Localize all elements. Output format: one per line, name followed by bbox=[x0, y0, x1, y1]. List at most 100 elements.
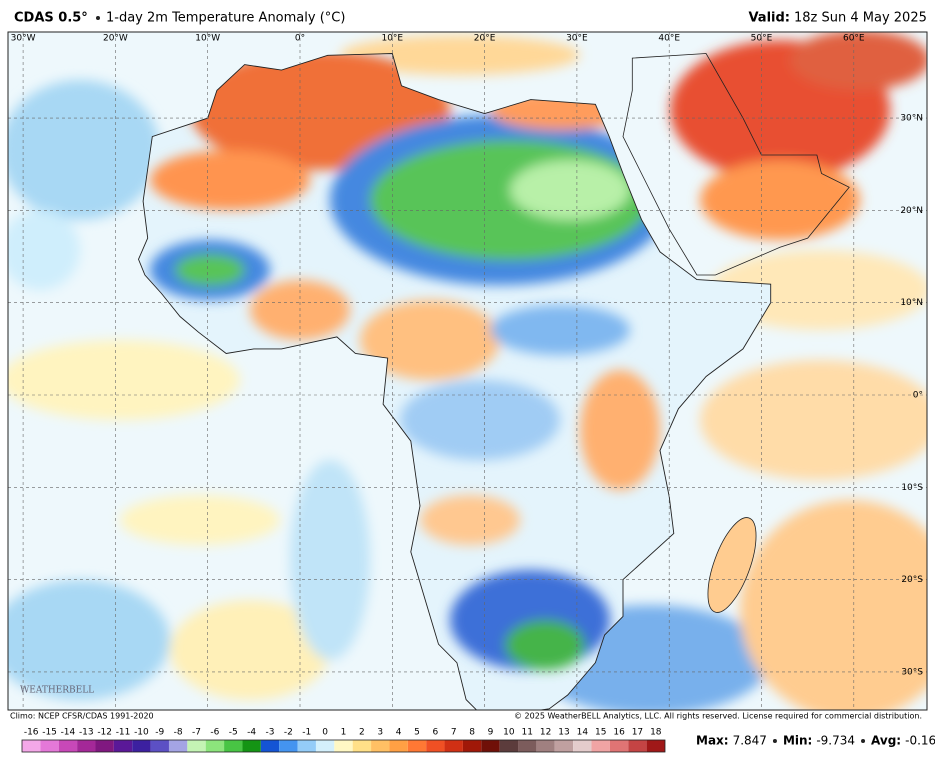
separator bbox=[772, 739, 777, 743]
lat-label: 10°N bbox=[900, 298, 923, 308]
stat-label: Avg: bbox=[871, 734, 901, 748]
ocean-anomaly bbox=[8, 32, 927, 710]
colorbar-swatch bbox=[187, 740, 206, 752]
lon-label: 20°E bbox=[474, 34, 496, 44]
title: 1-day 2m Temperature Anomaly (°C) bbox=[106, 11, 345, 26]
colorbar-label: -13 bbox=[79, 728, 94, 738]
stat-label: Min: bbox=[783, 734, 812, 748]
separator bbox=[96, 16, 100, 20]
colorbar-swatch bbox=[58, 740, 78, 752]
colorbar-swatch bbox=[95, 740, 114, 752]
colorbar-swatch bbox=[279, 740, 298, 752]
colorbar-swatch bbox=[554, 740, 574, 752]
lon-label: 0° bbox=[295, 34, 305, 44]
separator bbox=[861, 739, 866, 743]
colorbar-label: -3 bbox=[266, 728, 275, 738]
stat-value: 7.847 bbox=[733, 734, 767, 748]
colorbar-swatch bbox=[407, 740, 427, 752]
colorbar-label: 5 bbox=[414, 728, 420, 738]
colorbar-label: 2 bbox=[359, 728, 365, 738]
land-anomaly bbox=[150, 53, 670, 670]
colorbar-swatch bbox=[168, 740, 188, 752]
colorbar-label: 6 bbox=[432, 728, 438, 738]
colorbar-swatch bbox=[315, 740, 335, 752]
colorbar-label: 3 bbox=[377, 728, 383, 738]
colorbar-label: 13 bbox=[558, 728, 569, 738]
colorbar-swatch bbox=[628, 740, 647, 752]
colorbar-label: 15 bbox=[595, 728, 606, 738]
colorbar-label: 0 bbox=[322, 728, 328, 738]
colorbar-label: 14 bbox=[577, 728, 589, 738]
stat-value: -9.734 bbox=[816, 734, 855, 748]
copyright: © 2025 WeatherBELL Analytics, LLC. All r… bbox=[514, 712, 922, 721]
lon-label: 30°E bbox=[566, 34, 588, 44]
colorbar-label: -16 bbox=[24, 728, 39, 738]
colorbar-swatch bbox=[150, 740, 169, 752]
colorbar-swatch bbox=[389, 740, 408, 752]
colorbar-swatch bbox=[22, 740, 41, 752]
colorbar-label: 7 bbox=[451, 728, 457, 738]
colorbar-label: -9 bbox=[155, 728, 164, 738]
colorbar-label: 10 bbox=[503, 728, 515, 738]
colorbar-label: -4 bbox=[247, 728, 256, 738]
lon-label: 10°E bbox=[381, 34, 403, 44]
colorbar-label: -6 bbox=[210, 728, 219, 738]
map: 30°W 20°W 10°W 0° 10°E 20°E 30°E 40°E 50°E 60°E 30… bbox=[8, 32, 927, 710]
colorbar-swatch bbox=[132, 740, 151, 752]
lat-label: 0° bbox=[913, 391, 923, 401]
stat-label: Max: bbox=[696, 734, 729, 748]
stat-value: -0.163 bbox=[905, 734, 935, 748]
valid-label: Valid: bbox=[748, 11, 790, 26]
lon-label: 50°E bbox=[751, 34, 773, 44]
colorbar-swatch bbox=[352, 740, 372, 752]
colorbar-swatch bbox=[371, 740, 390, 752]
climo: Climo: NCEP CFSR/CDAS 1991-2020 bbox=[10, 712, 154, 721]
colorbar-label: -2 bbox=[284, 728, 293, 738]
lat-label: 20°S bbox=[901, 575, 923, 585]
map-frame bbox=[7, 31, 928, 711]
madagascar bbox=[707, 517, 757, 613]
colorbar-swatch bbox=[591, 740, 610, 752]
colorbar: -16 -15 -14 -13 -12 -11 -10 -9 -8 -7 -6 -5 -4 -3 -2 -1 0… bbox=[21, 728, 666, 753]
colorbar-label: 11 bbox=[521, 728, 532, 738]
lon-label: 30°W bbox=[11, 34, 36, 44]
lat-label: 20°N bbox=[900, 206, 923, 216]
colorbar-swatch bbox=[536, 740, 555, 752]
colorbar-swatch bbox=[518, 740, 537, 752]
colorbar-swatch bbox=[609, 740, 629, 752]
valid-time: 18z Sun 4 May 2025 bbox=[794, 11, 927, 26]
colorbar-swatch bbox=[426, 740, 445, 752]
lon-label: 10°W bbox=[195, 34, 220, 44]
coastline bbox=[622, 53, 850, 276]
colorbar-swatch bbox=[462, 740, 482, 752]
colorbar-label: 12 bbox=[540, 728, 551, 738]
colorbar-label: 18 bbox=[650, 728, 662, 738]
colorbar-swatch bbox=[205, 740, 225, 752]
lon-label: 20°W bbox=[103, 34, 128, 44]
colorbar-label: -10 bbox=[134, 728, 149, 738]
colorbar-label: -7 bbox=[192, 728, 201, 738]
stats: Max: 7.847 Min: -9.734 Avg: -0.163 bbox=[696, 734, 935, 748]
colorbar-swatch bbox=[444, 740, 463, 752]
lat-label: 30°N bbox=[900, 114, 923, 124]
colorbar-swatch bbox=[224, 740, 243, 752]
colorbar-label: -1 bbox=[302, 728, 311, 738]
colorbar-swatch bbox=[646, 740, 665, 752]
colorbar-swatch bbox=[113, 740, 133, 752]
colorbar-label: -14 bbox=[61, 728, 76, 738]
colorbar-label: 9 bbox=[488, 728, 494, 738]
colorbar-label: 17 bbox=[632, 728, 643, 738]
lon-label: 60°E bbox=[843, 34, 865, 44]
colorbar-label: -5 bbox=[229, 728, 238, 738]
colorbar-swatch bbox=[40, 740, 59, 752]
lat-label: 10°S bbox=[901, 483, 923, 493]
colorbar-swatch bbox=[573, 740, 592, 752]
lat-label: 30°S bbox=[901, 667, 923, 677]
colorbar-swatch bbox=[242, 740, 261, 752]
lon-label: 40°E bbox=[658, 34, 680, 44]
colorbar-swatch bbox=[297, 740, 316, 752]
colorbar-label: -12 bbox=[97, 728, 112, 738]
colorbar-swatch bbox=[260, 740, 280, 752]
colorbar-label: 1 bbox=[341, 728, 347, 738]
